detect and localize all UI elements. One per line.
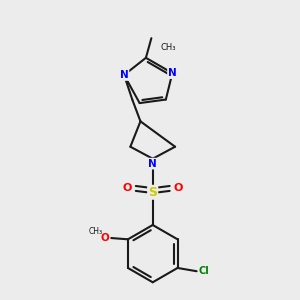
Text: CH₃: CH₃	[88, 226, 102, 236]
Text: N: N	[148, 159, 157, 169]
Text: O: O	[123, 184, 132, 194]
Text: Cl: Cl	[199, 266, 210, 276]
Text: O: O	[173, 184, 182, 194]
Text: O: O	[101, 233, 110, 243]
Text: N: N	[168, 68, 177, 78]
Text: S: S	[148, 186, 157, 199]
Text: CH₃: CH₃	[161, 43, 176, 52]
Text: N: N	[120, 70, 128, 80]
